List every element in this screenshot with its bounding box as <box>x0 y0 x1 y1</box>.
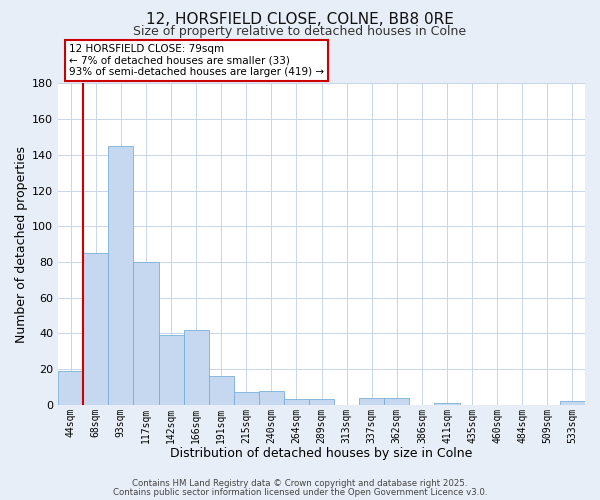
Text: Contains HM Land Registry data © Crown copyright and database right 2025.: Contains HM Land Registry data © Crown c… <box>132 479 468 488</box>
Text: Size of property relative to detached houses in Colne: Size of property relative to detached ho… <box>133 25 467 38</box>
Bar <box>434 403 460 405</box>
Bar <box>133 262 158 405</box>
Bar <box>259 390 284 405</box>
Bar <box>359 398 384 405</box>
Bar <box>234 392 259 405</box>
X-axis label: Distribution of detached houses by size in Colne: Distribution of detached houses by size … <box>170 447 473 460</box>
Text: Contains public sector information licensed under the Open Government Licence v3: Contains public sector information licen… <box>113 488 487 497</box>
Bar <box>384 398 409 405</box>
Bar <box>309 400 334 405</box>
Bar <box>58 371 83 405</box>
Bar <box>560 401 585 405</box>
Bar <box>184 330 209 405</box>
Bar <box>109 146 133 405</box>
Bar <box>209 376 234 405</box>
Text: 12, HORSFIELD CLOSE, COLNE, BB8 0RE: 12, HORSFIELD CLOSE, COLNE, BB8 0RE <box>146 12 454 28</box>
Bar <box>284 400 309 405</box>
Bar <box>83 253 109 405</box>
Text: 12 HORSFIELD CLOSE: 79sqm
← 7% of detached houses are smaller (33)
93% of semi-d: 12 HORSFIELD CLOSE: 79sqm ← 7% of detach… <box>68 44 324 77</box>
Y-axis label: Number of detached properties: Number of detached properties <box>15 146 28 342</box>
Bar <box>158 335 184 405</box>
